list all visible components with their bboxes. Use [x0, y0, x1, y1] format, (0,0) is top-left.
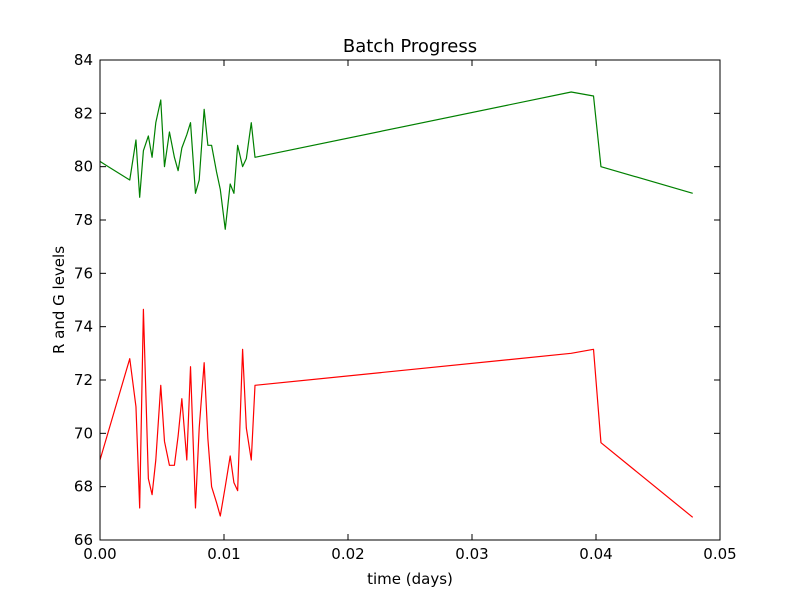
series-line-1 [99, 91, 693, 230]
y-axis-ticks: 66 68 70 72 74 76 78 80 82 84 [74, 51, 720, 549]
y-axis-label: R and G levels [50, 246, 68, 354]
x-axis-label: time (days) [367, 570, 453, 588]
plot-frame [99, 59, 721, 541]
x-tick-label: 0.00 [83, 545, 116, 563]
y-tick-label: 72 [74, 371, 93, 389]
x-tick-label: 0.04 [579, 545, 612, 563]
y-tick-label: 74 [74, 318, 93, 336]
series-layer [99, 91, 694, 518]
chart-title: Batch Progress [343, 36, 477, 57]
y-tick-label: 68 [74, 478, 93, 496]
y-tick-label: 80 [74, 158, 93, 176]
y-tick-label: 66 [74, 531, 93, 549]
series-line-2 [99, 308, 694, 518]
x-tick-label: 0.03 [455, 545, 488, 563]
x-tick-label: 0.05 [703, 545, 736, 563]
y-tick-label: 78 [74, 211, 93, 229]
x-axis-ticks: 0.00 0.01 0.02 0.03 0.04 0.05 [83, 60, 737, 563]
y-tick-label: 76 [74, 264, 93, 282]
x-tick-label: 0.01 [207, 545, 240, 563]
x-tick-label: 0.02 [331, 545, 364, 563]
y-tick-label: 70 [74, 424, 93, 442]
y-tick-label: 84 [74, 51, 93, 69]
y-tick-label: 82 [74, 104, 93, 122]
